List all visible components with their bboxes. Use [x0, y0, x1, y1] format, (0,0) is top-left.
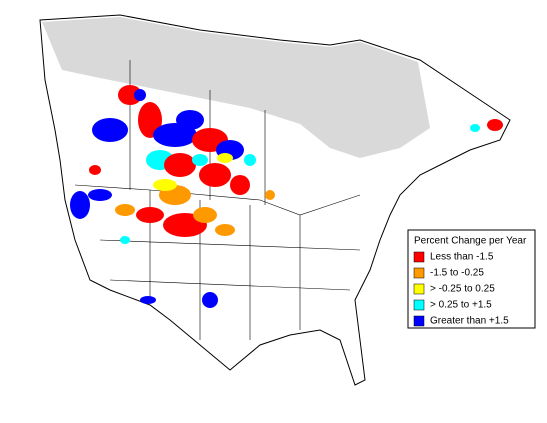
- trend-area: [217, 153, 233, 163]
- legend: Percent Change per Year Less than -1.5 -1…: [407, 229, 536, 329]
- trend-area: [70, 191, 90, 219]
- legend-swatch: [413, 283, 425, 295]
- trend-area: [199, 163, 231, 187]
- legend-label: > -0.25 to 0.25: [430, 284, 495, 295]
- legend-swatch: [413, 315, 425, 327]
- legend-swatch: [413, 267, 425, 279]
- trend-area: [136, 207, 164, 223]
- trend-area: [193, 207, 217, 223]
- trend-area: [88, 189, 112, 201]
- trend-area: [215, 224, 235, 236]
- trend-area: [244, 154, 256, 166]
- legend-label: -1.5 to -0.25: [430, 268, 484, 279]
- trend-area: [230, 175, 250, 195]
- trend-area: [115, 204, 135, 216]
- trend-area: [140, 296, 156, 304]
- trend-area: [176, 110, 204, 130]
- legend-swatch: [413, 251, 425, 263]
- trend-areas: [70, 85, 503, 308]
- trend-area: [487, 119, 503, 131]
- trend-area: [164, 153, 196, 177]
- no-data-region: [42, 17, 430, 158]
- trend-area: [192, 154, 208, 166]
- trend-area: [470, 124, 480, 132]
- legend-box: [407, 229, 536, 329]
- trend-area: [118, 85, 142, 105]
- trend-area: [153, 179, 177, 191]
- trend-area: [202, 292, 218, 308]
- trend-area: [265, 190, 275, 200]
- basemap: [39, 14, 511, 386]
- legend-label: > 0.25 to +1.5: [430, 300, 492, 311]
- legend-label: Greater than +1.5: [430, 316, 509, 327]
- trend-area: [134, 89, 146, 101]
- trend-area: [92, 118, 128, 142]
- trend-area: [120, 236, 130, 244]
- legend-title: Percent Change per Year: [414, 236, 527, 247]
- legend-swatch: [413, 299, 425, 311]
- legend-label: Less than -1.5: [430, 252, 494, 263]
- trend-area: [89, 165, 101, 175]
